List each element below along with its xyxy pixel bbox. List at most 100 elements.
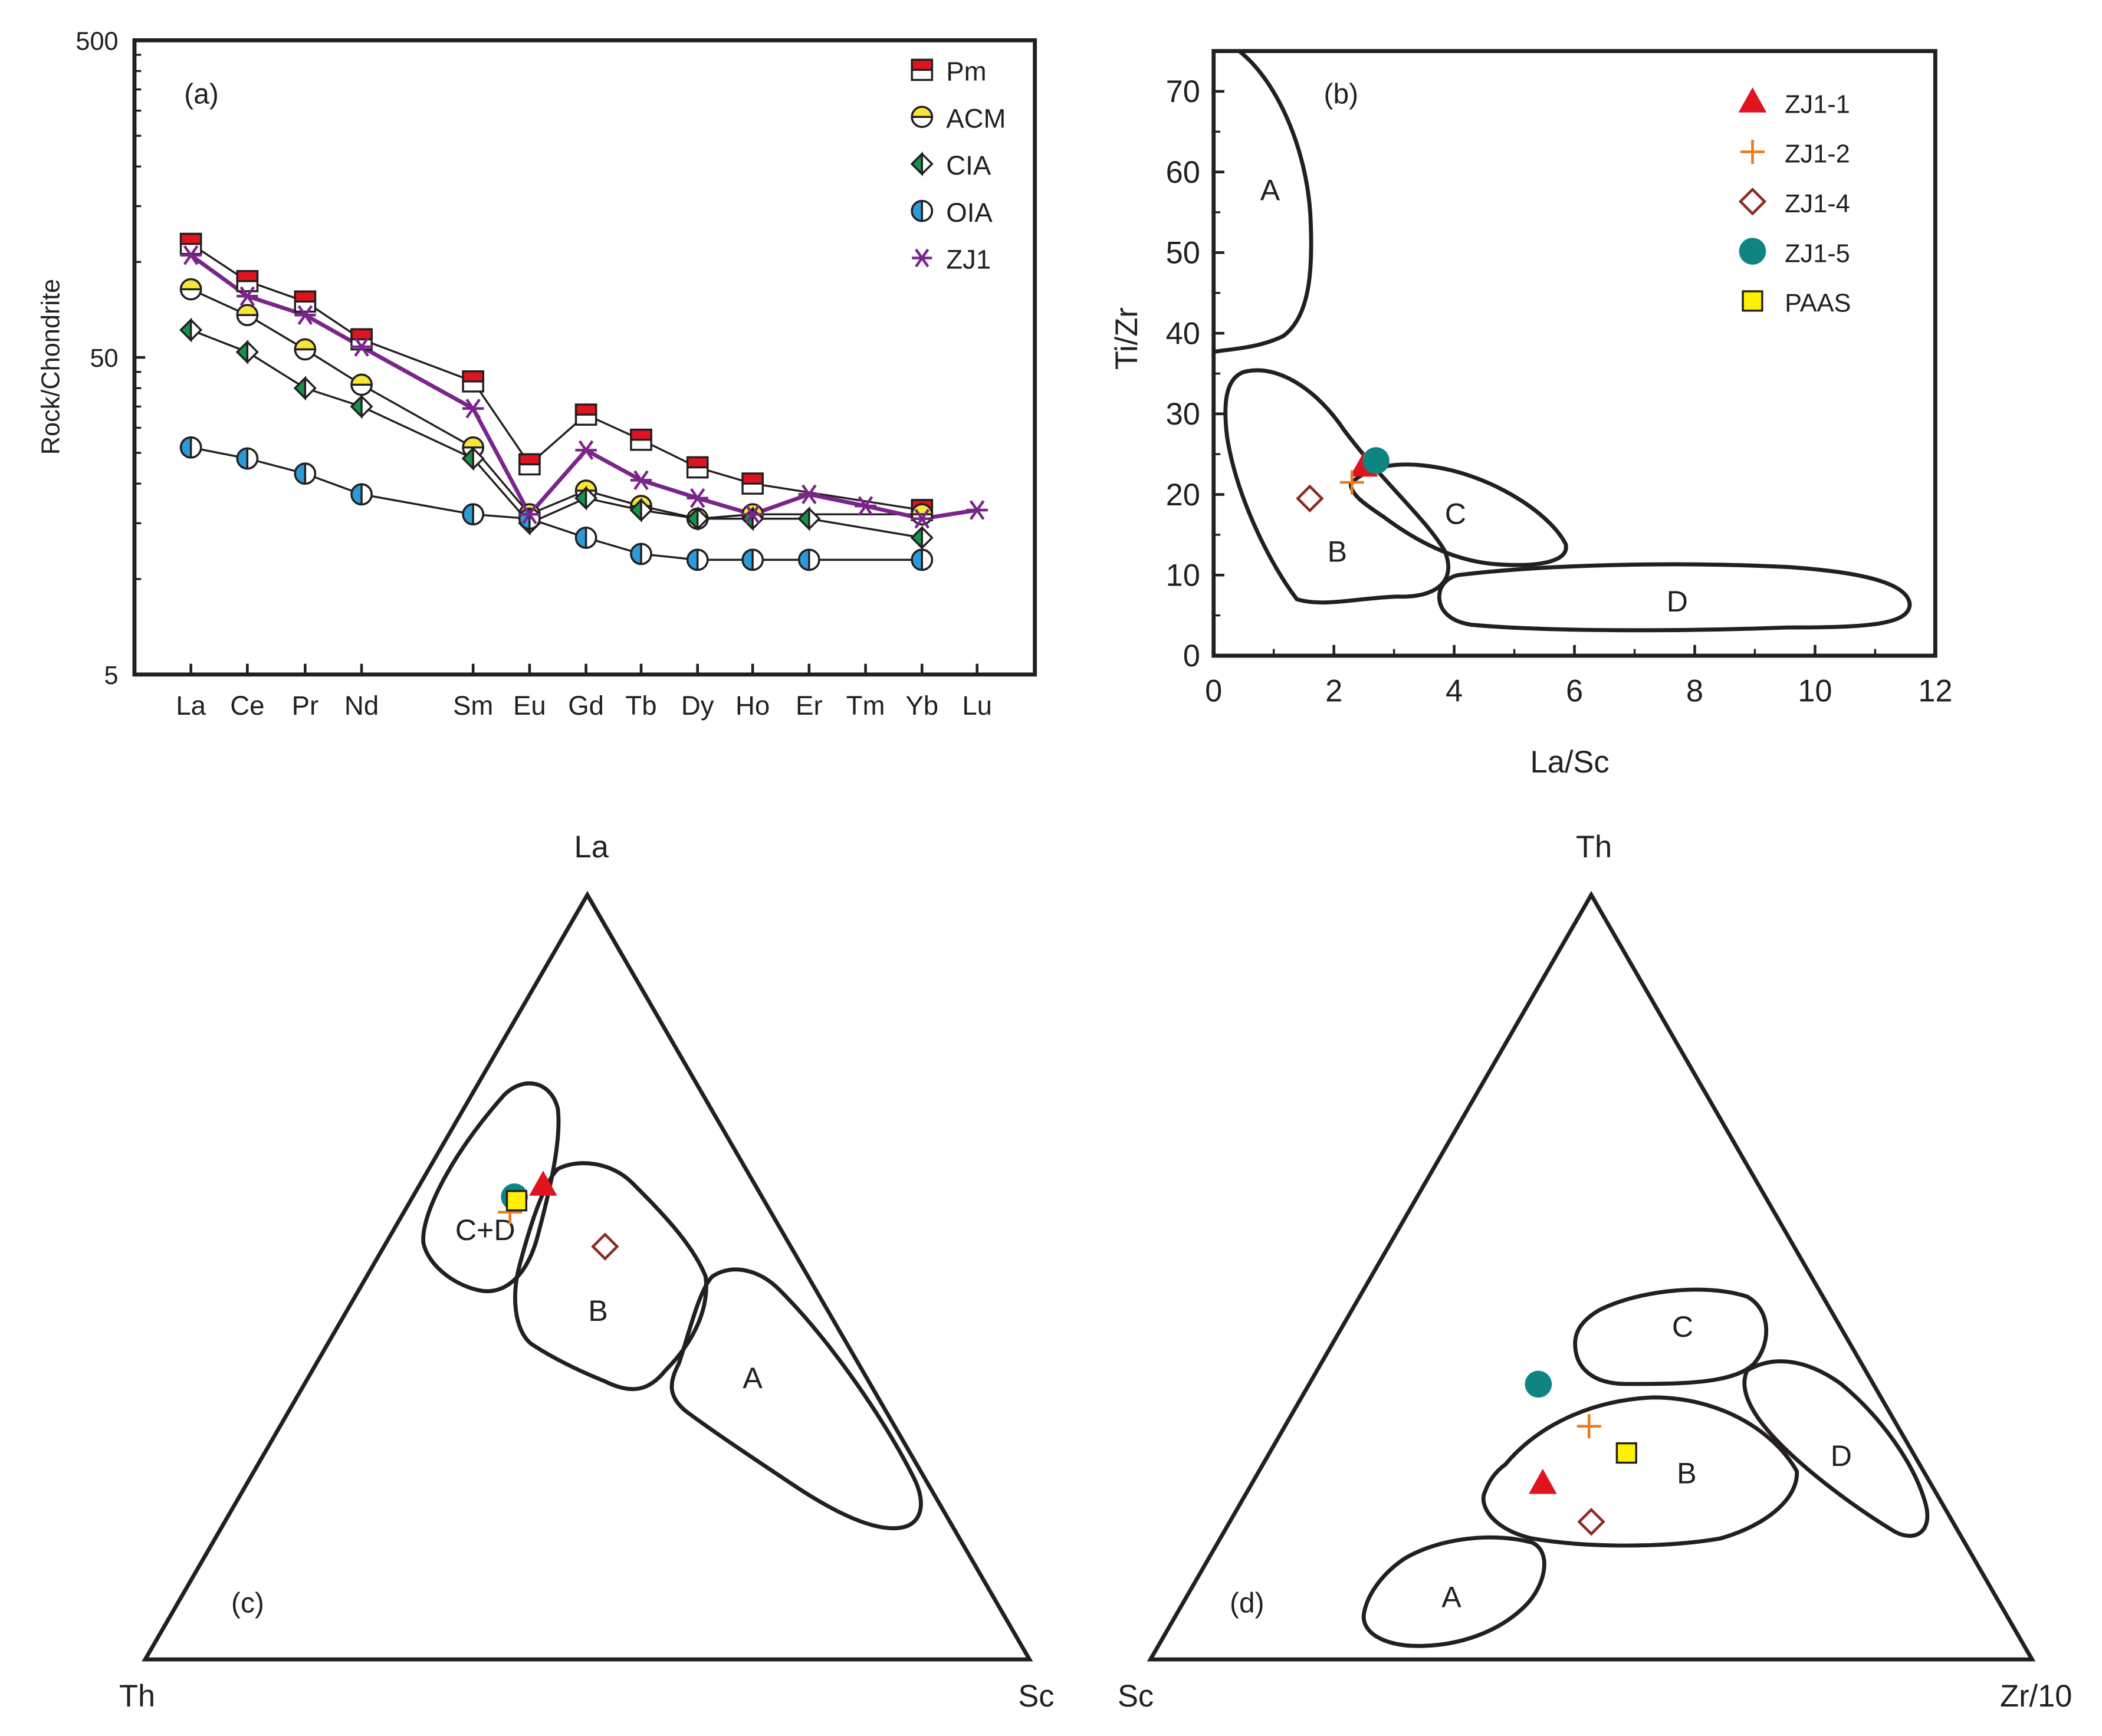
field-label-D: D bbox=[1667, 585, 1688, 618]
x-tick-label-tb: Tb bbox=[625, 691, 656, 721]
point-cia-ce bbox=[235, 339, 259, 365]
x-tick-label-nd: Nd bbox=[344, 691, 379, 721]
x-tick-label: 12 bbox=[1918, 674, 1952, 708]
legend-label-zj1-2: ZJ1-2 bbox=[1785, 140, 1850, 169]
apex-right-d: Zr/10 bbox=[2000, 1679, 2072, 1714]
x-tick-label-ho: Ho bbox=[735, 691, 770, 721]
point-oia-gd bbox=[574, 527, 597, 549]
point-oia-pr bbox=[294, 462, 317, 485]
panel-b-ylabel: Ti/Zr bbox=[1110, 307, 1144, 370]
point-oia-la bbox=[179, 436, 202, 459]
panel-a-x-axis: La Ce Pr Nd Sm Eu Gd Tb Dy Ho Er Tm Yb Lu bbox=[176, 663, 992, 721]
panel-b-fields bbox=[1213, 49, 1912, 633]
panel-b-field-labels: A B C D bbox=[1260, 174, 1688, 618]
point-cia-pr bbox=[293, 376, 317, 401]
x-tick-label-gd: Gd bbox=[568, 691, 604, 721]
panel-a-y-axis: 500 50 5 bbox=[75, 27, 146, 690]
field-outline-A bbox=[669, 1267, 923, 1531]
x-tick-label-sm: Sm bbox=[453, 691, 493, 721]
field-label-B: B bbox=[588, 1294, 607, 1327]
point-zj1-dy bbox=[687, 488, 708, 508]
y-tick-label: 5 bbox=[104, 662, 119, 690]
panel-d: Th Sc Zr/10 (d) C B D A bbox=[1118, 830, 2072, 1714]
legend-label-zj1-5: ZJ1-5 bbox=[1785, 239, 1850, 268]
panel-a-ylabel: Rock/Chondrite bbox=[37, 279, 65, 455]
field-label-A: A bbox=[1260, 174, 1280, 207]
field-outline-D bbox=[1437, 562, 1912, 633]
y-tick-label: 50 bbox=[1166, 236, 1200, 271]
y-tick-label: 500 bbox=[75, 27, 118, 55]
point-acm-yb bbox=[911, 503, 934, 526]
legend-marker-cia bbox=[910, 151, 934, 177]
panel-a-legend: Pm ACM CIA OIA ZJ1 bbox=[910, 57, 1006, 275]
legend-label-zj1-4: ZJ1-4 bbox=[1785, 190, 1850, 218]
x-tick-label: 0 bbox=[1205, 674, 1222, 708]
panel-b-xlabel: La/Sc bbox=[1530, 745, 1610, 780]
legend-label-acm: ACM bbox=[946, 103, 1006, 133]
legend-label-oia: OIA bbox=[946, 198, 993, 228]
legend-marker-zj1-5 bbox=[1739, 238, 1766, 265]
panel-c-label: (c) bbox=[231, 1587, 264, 1619]
legend-label-pm: Pm bbox=[946, 57, 986, 87]
apex-left-d: Sc bbox=[1118, 1679, 1154, 1714]
x-tick-label: 6 bbox=[1566, 674, 1583, 708]
point-cia-gd bbox=[574, 485, 598, 511]
point-acm-nd bbox=[350, 373, 373, 396]
point-zj1-lu bbox=[966, 500, 988, 520]
field-outline-C bbox=[1348, 462, 1568, 567]
point-pm-la bbox=[179, 232, 202, 255]
x-tick-label-er: Er bbox=[796, 691, 823, 721]
field-outline-CD bbox=[421, 1081, 561, 1294]
point-pm-sm bbox=[462, 370, 484, 393]
field-outline-B bbox=[513, 1161, 708, 1392]
field-outline-B bbox=[1223, 368, 1450, 605]
point-zj1-ce bbox=[237, 286, 258, 307]
point-oia-er bbox=[798, 548, 820, 571]
panel-a-label: (a) bbox=[184, 78, 218, 110]
point-zj1-yb bbox=[911, 508, 933, 529]
panel-a: (a) Rock/Chondrite 500 50 5 La Ce Pr Nd Sm Eu Gd… bbox=[37, 27, 1037, 721]
point-pm-pr bbox=[294, 290, 317, 313]
field-label-A: A bbox=[743, 1362, 763, 1395]
series-line-zj1 bbox=[189, 254, 978, 521]
panel-c-points bbox=[498, 1171, 619, 1261]
x-tick-label-lu: Lu bbox=[962, 691, 992, 721]
point-zj1-gd bbox=[575, 440, 597, 461]
x-tick-label-pr: Pr bbox=[292, 691, 319, 721]
apex-right-c: Sc bbox=[1018, 1679, 1054, 1714]
point-pm-gd bbox=[574, 403, 597, 426]
panel-c: La Th Sc (c) C+D B A bbox=[119, 830, 1055, 1714]
legend-marker-zj1-1 bbox=[1738, 87, 1767, 113]
x-tick-label: 10 bbox=[1798, 674, 1832, 708]
panel-a-frame bbox=[132, 38, 1037, 677]
apex-left-c: Th bbox=[119, 1679, 155, 1714]
legend-marker-acm bbox=[911, 106, 934, 129]
point-zj1-ho bbox=[741, 504, 764, 525]
panel-d-field-labels: C B D A bbox=[1441, 1310, 1852, 1613]
y-tick-label: 0 bbox=[1183, 639, 1200, 673]
y-tick-label: 10 bbox=[1166, 558, 1200, 593]
point-cia-er bbox=[797, 506, 821, 531]
field-label-C: C bbox=[1672, 1310, 1693, 1343]
panel-c-triangle bbox=[142, 890, 1033, 1662]
legend-marker-pm bbox=[911, 58, 934, 81]
y-tick-label: 60 bbox=[1166, 156, 1200, 190]
y-tick-label: 50 bbox=[90, 344, 118, 373]
point-cia-tb bbox=[629, 497, 653, 523]
point-oia-dy bbox=[686, 548, 709, 571]
field-outline-C bbox=[1573, 1287, 1769, 1386]
x-tick-label-la: La bbox=[176, 691, 206, 721]
point-cia-nd bbox=[350, 394, 373, 419]
x-tick-label-dy: Dy bbox=[681, 691, 714, 721]
point-zj1-2 bbox=[1339, 470, 1364, 495]
point-zj1-4 bbox=[591, 1232, 619, 1261]
y-tick-label: 20 bbox=[1166, 478, 1200, 512]
point-zj1-eu bbox=[518, 504, 541, 525]
legend-marker-oia bbox=[911, 199, 934, 222]
point-oia-eu bbox=[518, 507, 541, 530]
legend-label-cia: CIA bbox=[946, 150, 991, 180]
point-pm-tb bbox=[630, 428, 652, 451]
x-tick-label-tm: Tm bbox=[846, 691, 885, 721]
point-zj1-1 bbox=[529, 1171, 557, 1196]
